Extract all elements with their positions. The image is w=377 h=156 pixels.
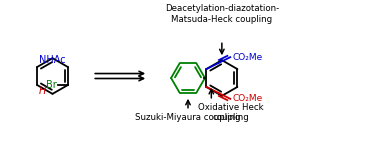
Text: CO₂Me: CO₂Me (232, 94, 262, 103)
Text: Oxidative Heck
coupling: Oxidative Heck coupling (198, 103, 264, 122)
Text: NHAc: NHAc (39, 55, 66, 65)
Text: Br: Br (46, 80, 57, 90)
Text: Deacetylation-diazotation-
Matsuda-Heck coupling: Deacetylation-diazotation- Matsuda-Heck … (165, 4, 279, 24)
Text: CO₂Me: CO₂Me (232, 53, 262, 62)
Text: Suzuki-Miyaura coupling: Suzuki-Miyaura coupling (135, 113, 241, 122)
Text: H: H (39, 86, 46, 96)
